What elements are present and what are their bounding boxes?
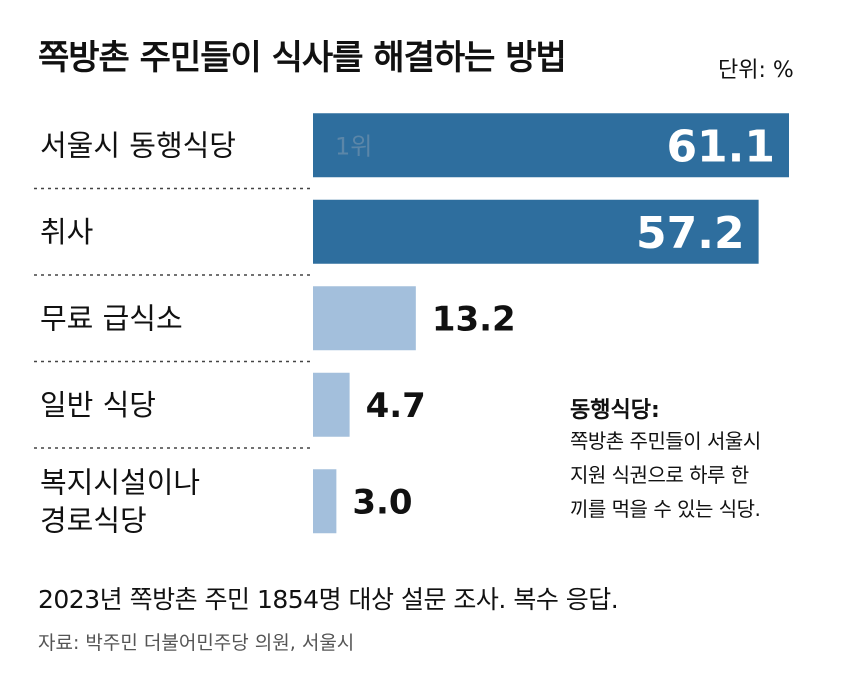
category-label: 취사 [40,215,93,249]
bar [313,372,350,437]
category-label: 복지시설이나 경로식당 [40,465,200,537]
survey-footnote: 2023년 쪽방촌 주민 1854명 대상 설문 조사. 복수 응답. [38,585,619,614]
bar [313,113,789,178]
value-label: 57.2 [636,208,745,259]
category-label: 무료 급식소 [40,301,183,335]
category-label: 일반 식당 [40,388,156,422]
value-label: 13.2 [432,299,516,339]
category-label: 서울시 동행식당 [40,128,236,162]
chart-title: 쪽방촌 주민들이 식사를 해결하는 방법 [38,38,567,78]
bar [313,469,337,534]
bar [313,199,759,264]
note-body: 쪽방촌 주민들이 서울시 지원 식권으로 하루 한 끼를 먹을 수 있는 식당. [570,429,761,521]
unit-label: 단위: % [718,58,794,83]
source-credit: 자료: 박주민 더불어민주당 의원, 서울시 [38,632,355,654]
value-label: 3.0 [352,482,412,522]
value-label: 4.7 [366,386,426,426]
note-title: 동행식당: [570,398,660,423]
value-label: 61.1 [666,121,775,172]
bar [313,286,416,351]
rank-annotation: 1위 [335,132,372,160]
